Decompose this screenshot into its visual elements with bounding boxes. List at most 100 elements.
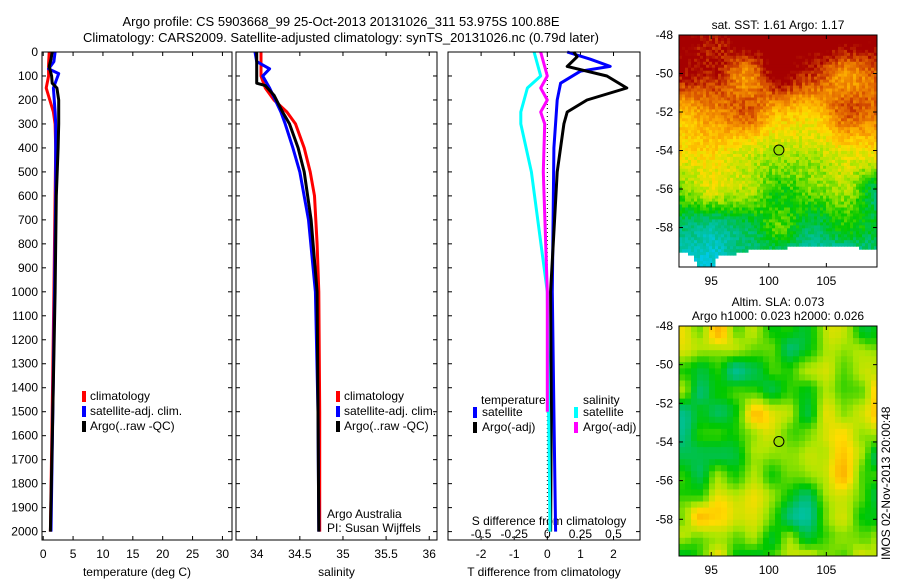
map-cell [865, 49, 869, 54]
map-cell [850, 145, 854, 149]
map-cell [682, 204, 686, 208]
map-cell [679, 94, 683, 98]
map-cell [781, 97, 785, 101]
map-cell [850, 183, 854, 188]
map-cell [802, 159, 806, 164]
map-cell [823, 100, 827, 104]
map-cell [730, 64, 734, 69]
map-cell [826, 73, 830, 78]
map-cell [703, 145, 707, 149]
map-cell [868, 174, 872, 179]
map-cell [781, 109, 785, 113]
map-cell [826, 38, 830, 42]
map-cell [805, 168, 809, 173]
map-cell [757, 61, 761, 66]
map-cell [814, 210, 818, 214]
map-cell [862, 112, 866, 116]
map-cell [838, 52, 842, 57]
map-cell [817, 124, 821, 128]
map-cell [826, 109, 830, 113]
map-cell [859, 207, 863, 211]
map-cell [781, 225, 785, 229]
map-cell [709, 52, 713, 57]
map-cell [727, 67, 731, 72]
map-cell [871, 106, 875, 110]
map-cell [868, 82, 872, 87]
map-cell [829, 151, 833, 155]
map-cell [790, 121, 794, 125]
map-cell [817, 231, 821, 235]
map-cell [697, 151, 701, 155]
map-cell [727, 165, 731, 170]
annotation-text: PI: Susan Wijffels [327, 521, 421, 535]
series-line-s-argo-adj- [539, 51, 549, 412]
map-cell [766, 103, 770, 107]
map-cell [733, 124, 737, 128]
map-cell [745, 195, 749, 200]
map-cell [802, 130, 806, 134]
map-cell [700, 207, 704, 211]
map-cell [775, 198, 779, 203]
map-cell [757, 130, 761, 134]
map-cell [817, 79, 821, 84]
map-cell [730, 234, 734, 238]
map-cell [859, 61, 863, 66]
map-cell [745, 76, 749, 81]
map-cell [691, 76, 695, 81]
map-cell [697, 222, 701, 226]
y-tick-label: 1400 [11, 381, 38, 395]
map-cell [868, 162, 872, 167]
map-cell [688, 171, 692, 176]
map-cell [793, 168, 797, 173]
map-cell [694, 64, 698, 69]
map-cell [787, 204, 791, 208]
map-cell [688, 204, 692, 208]
map-cell [760, 231, 764, 235]
map-cell [790, 219, 794, 223]
map-cell [841, 213, 845, 217]
map-cell [817, 201, 821, 206]
map-cell [871, 118, 875, 122]
map-cell [760, 136, 764, 140]
map-cell [718, 79, 722, 84]
map-cell [781, 210, 785, 214]
map-cell [850, 82, 854, 87]
map-cell [766, 136, 770, 140]
map-cell [769, 243, 773, 247]
map-cell [829, 189, 833, 194]
map-cell [691, 201, 695, 206]
map-cell [733, 177, 737, 182]
map-cell [823, 177, 827, 182]
map-cell [724, 61, 728, 66]
map-cell [703, 38, 707, 42]
y-tick-label: 500 [18, 165, 38, 179]
map-cell [790, 192, 794, 197]
map-cell [865, 207, 869, 211]
map-cell [730, 88, 734, 92]
map-cell [847, 225, 851, 229]
map-cell [754, 52, 758, 57]
map-cell [721, 183, 725, 188]
map-cell [685, 228, 689, 232]
map-cell [697, 61, 701, 66]
map-cell [709, 213, 713, 217]
map-cell [751, 121, 755, 125]
map-cell [703, 189, 707, 194]
map-cell [730, 168, 734, 173]
map-cell [832, 112, 836, 116]
map-cell [784, 142, 788, 146]
map-cell [820, 103, 824, 107]
map-cell [685, 237, 689, 241]
map-cell [718, 183, 722, 188]
map-cell [823, 106, 827, 110]
map-cell [856, 142, 860, 146]
map-cell [814, 234, 818, 238]
map-cell [829, 35, 833, 39]
map-cell [754, 121, 758, 125]
map-cell [823, 174, 827, 179]
map-cell [718, 177, 722, 182]
map-cell [685, 97, 689, 101]
map-cell [679, 183, 683, 188]
map-cell [745, 46, 749, 51]
map-cell [826, 180, 830, 185]
